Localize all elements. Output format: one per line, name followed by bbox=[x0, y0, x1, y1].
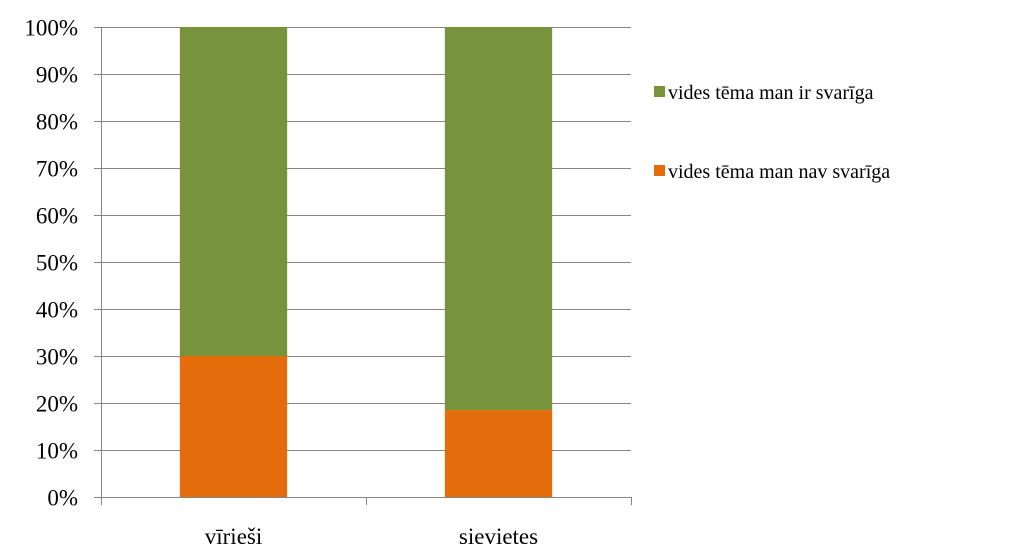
y-tick-label: 10% bbox=[36, 439, 78, 464]
legend-swatch bbox=[654, 86, 665, 97]
legend: vides tēma man ir svarīga vides tēma man … bbox=[654, 82, 890, 183]
y-tick-label: 0% bbox=[47, 486, 78, 511]
bar-segment bbox=[444, 27, 553, 411]
legend-label: vides tēma man nav svarīga bbox=[668, 161, 890, 183]
y-tick-label: 100% bbox=[24, 16, 78, 41]
y-tick-label: 30% bbox=[36, 345, 78, 370]
legend-label: vides tēma man ir svarīga bbox=[668, 82, 874, 104]
y-tick-label: 80% bbox=[36, 110, 78, 135]
bar-segment bbox=[179, 27, 288, 356]
y-tick-label: 50% bbox=[36, 251, 78, 276]
y-tick-label: 60% bbox=[36, 204, 78, 229]
bar-segment bbox=[444, 410, 553, 497]
x-category-label: vīrieši bbox=[205, 524, 263, 549]
y-tick-label: 40% bbox=[36, 298, 78, 323]
axes: 0% 10% 20% 30% 40% 50% 60% 70% 80% 90% 100% vīrieši… bbox=[24, 16, 632, 549]
y-tick-label: 70% bbox=[36, 157, 78, 182]
bars bbox=[179, 27, 553, 497]
x-category-label: sievietes bbox=[459, 524, 538, 549]
y-tick-label: 90% bbox=[36, 63, 78, 88]
y-tick-label: 20% bbox=[36, 392, 78, 417]
bar-segment bbox=[179, 356, 288, 497]
legend-swatch bbox=[654, 165, 665, 176]
